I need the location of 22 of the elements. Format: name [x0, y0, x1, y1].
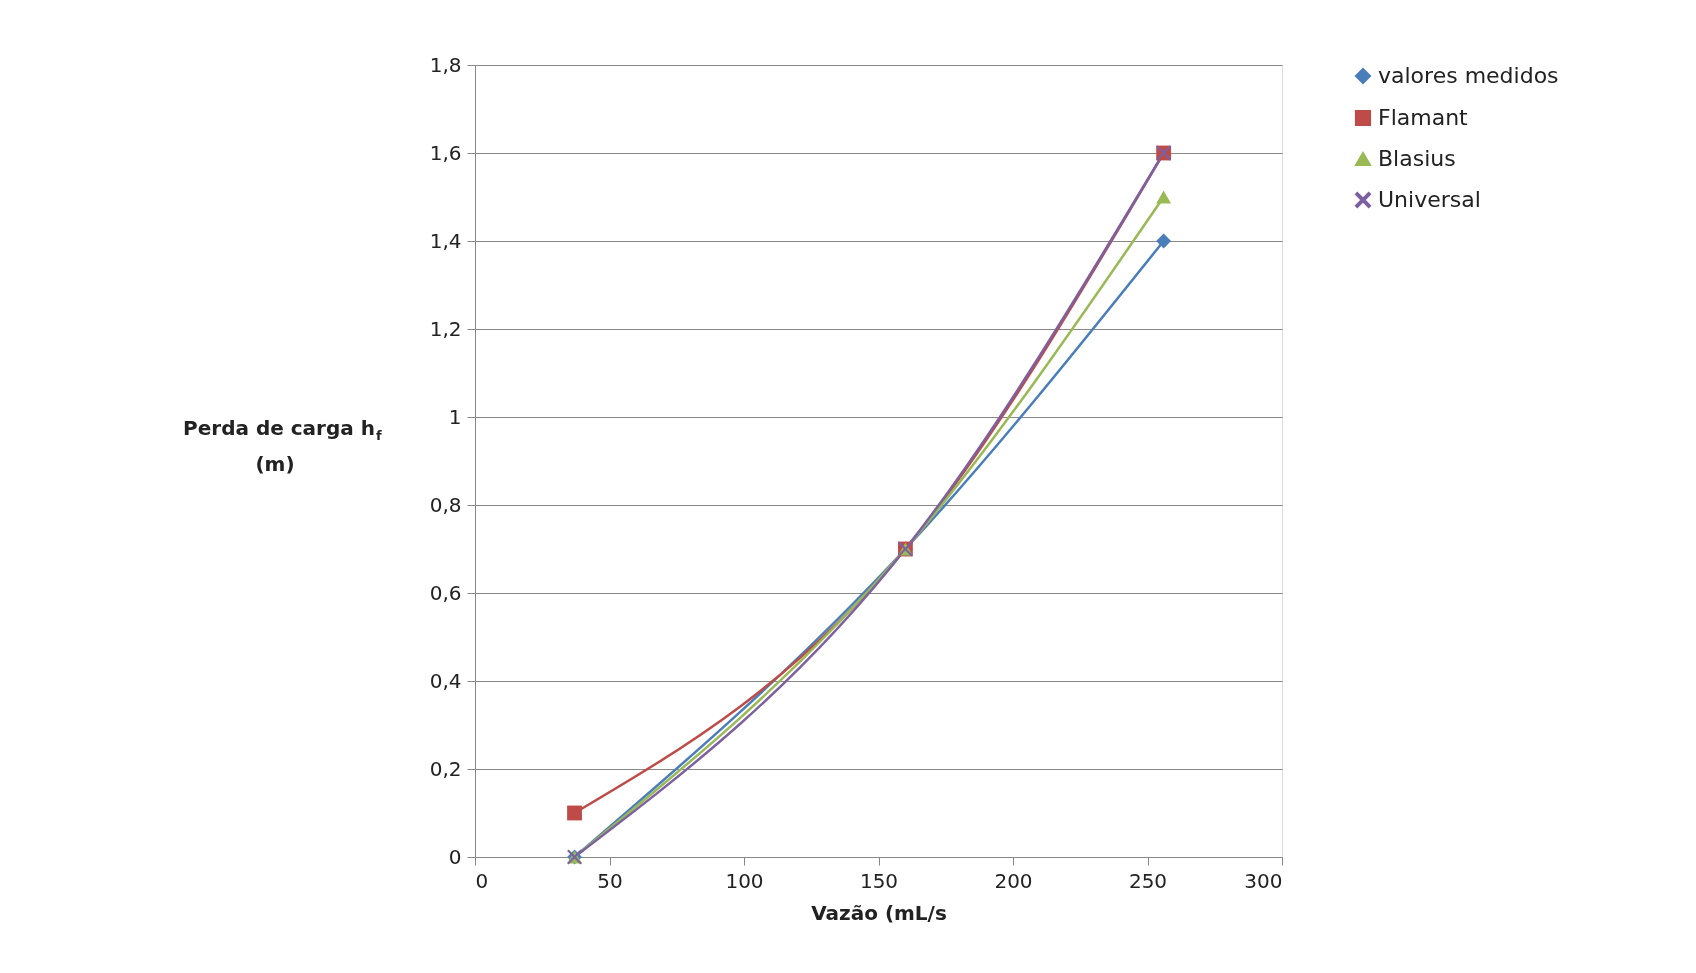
legend-label: Universal — [1378, 187, 1481, 212]
x-tick-label: 150 — [859, 868, 899, 893]
y-tick-label: 0,2 — [429, 756, 462, 781]
x-tick-label: 100 — [725, 868, 764, 893]
y-tick-label: 1 — [448, 404, 462, 429]
x-tick-label: 0 — [475, 868, 489, 893]
legend-label: valores medidos — [1378, 63, 1559, 88]
legend-label: Flamant — [1378, 105, 1469, 130]
legend-label: Blasius — [1378, 146, 1456, 171]
y-tick-label: 0,6 — [429, 580, 462, 605]
y-tick-label: 1,8 — [429, 52, 462, 77]
y-tick-label: 0,4 — [429, 668, 462, 693]
x-tick-label: 250 — [1128, 868, 1168, 893]
y-tick-label: 1,6 — [429, 140, 462, 165]
x-tick-label: 50 — [597, 868, 623, 893]
x-tick-label: 200 — [994, 868, 1033, 893]
y-tick-label: 1,2 — [429, 316, 462, 341]
x-axis-title: Vazão (mL/s — [811, 900, 947, 925]
y-tick-label: 0 — [448, 844, 462, 869]
y-tick-label: 0,8 — [429, 492, 462, 517]
x-tick-label: 300 — [1244, 868, 1283, 893]
y-tick-label: 1,4 — [429, 228, 462, 253]
